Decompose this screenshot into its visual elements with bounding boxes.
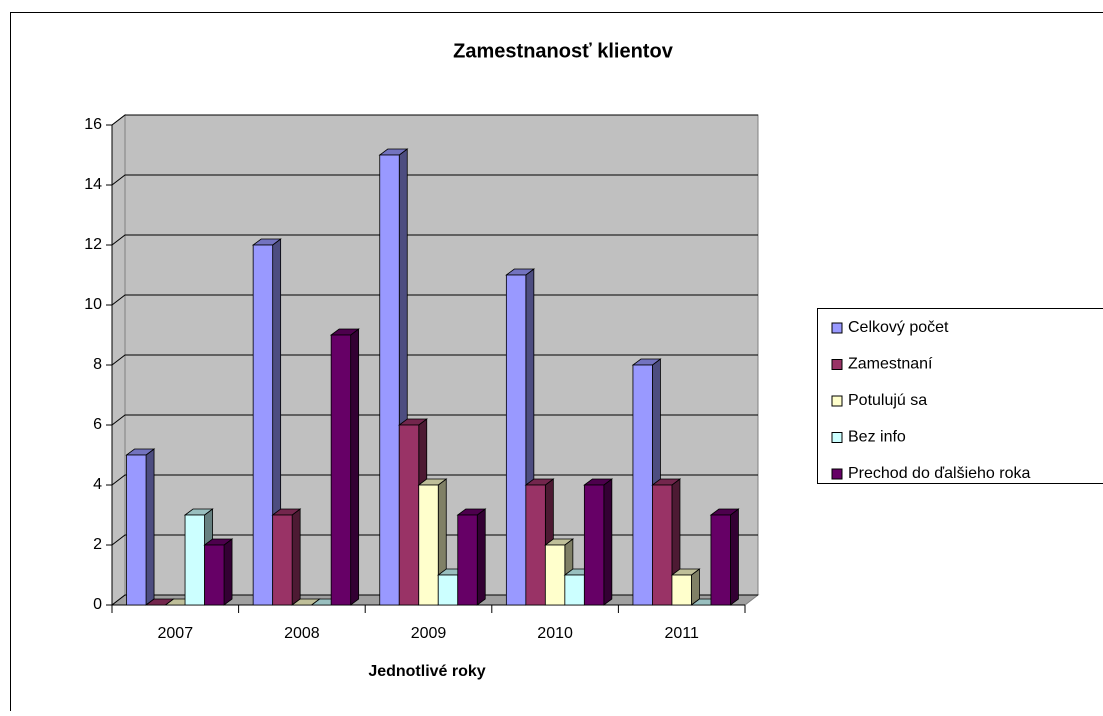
x-tick-label: 2007 xyxy=(158,625,194,642)
bar xyxy=(205,539,233,605)
bar-front xyxy=(253,245,273,605)
chart-title: Zamestnanosť klientov xyxy=(453,40,674,62)
bar-front xyxy=(127,455,147,605)
x-tick-label: 2010 xyxy=(537,625,573,642)
legend-label: Celkový počet xyxy=(848,319,949,336)
bar-side xyxy=(292,509,300,605)
x-tick-label: 2008 xyxy=(284,625,320,642)
bar-front xyxy=(652,485,672,605)
bar-front xyxy=(438,575,458,605)
bar-side xyxy=(604,479,612,605)
bar-front xyxy=(273,515,293,605)
bar-front xyxy=(584,485,604,605)
y-tick-label: 8 xyxy=(93,356,102,373)
bar xyxy=(711,509,739,605)
y-tick-label: 6 xyxy=(93,416,102,433)
bar-front xyxy=(711,515,731,605)
bar-front xyxy=(205,545,225,605)
y-tick-label: 2 xyxy=(93,536,102,553)
y-tick-label: 4 xyxy=(93,476,102,493)
y-tick-label: 16 xyxy=(84,116,102,133)
y-tick-label: 14 xyxy=(84,176,102,193)
bar-front xyxy=(458,515,478,605)
bar xyxy=(331,329,359,605)
bar-front xyxy=(633,365,653,605)
legend-swatch xyxy=(832,433,842,443)
bar-front xyxy=(565,575,585,605)
legend-swatch xyxy=(832,323,842,333)
legend-label: Bez info xyxy=(848,429,906,446)
bar xyxy=(127,449,155,605)
legend-swatch xyxy=(832,360,842,370)
bar-front xyxy=(506,275,525,605)
bar-side xyxy=(730,509,738,605)
bar xyxy=(273,509,301,605)
bar-front xyxy=(185,515,205,605)
legend-label: Prechod do ďalšieho roka xyxy=(848,465,1030,482)
y-tick-label: 10 xyxy=(84,296,102,313)
bar-front xyxy=(545,545,565,605)
bar-front xyxy=(380,155,400,605)
bar-front xyxy=(331,335,351,605)
bar-front xyxy=(399,425,419,605)
bar-side xyxy=(146,449,154,605)
bar-side xyxy=(224,539,232,605)
legend-swatch xyxy=(832,396,842,406)
bar-front xyxy=(526,485,546,605)
bar-front xyxy=(419,485,439,605)
x-axis-label: Jednotlivé roky xyxy=(368,663,485,680)
x-tick-label: 2011 xyxy=(664,625,699,642)
bar-side xyxy=(477,509,485,605)
bar xyxy=(458,509,486,605)
legend-swatch xyxy=(832,469,842,479)
legend-label: Zamestnaní xyxy=(848,356,933,373)
bar-side xyxy=(351,329,359,605)
y-tick-label: 0 xyxy=(93,596,102,613)
bar-front xyxy=(672,575,692,605)
x-tick-label: 2009 xyxy=(411,625,447,642)
legend-label: Potulujú sa xyxy=(848,392,927,409)
bar xyxy=(672,569,700,605)
y-tick-label: 12 xyxy=(84,236,102,253)
bar xyxy=(584,479,612,605)
